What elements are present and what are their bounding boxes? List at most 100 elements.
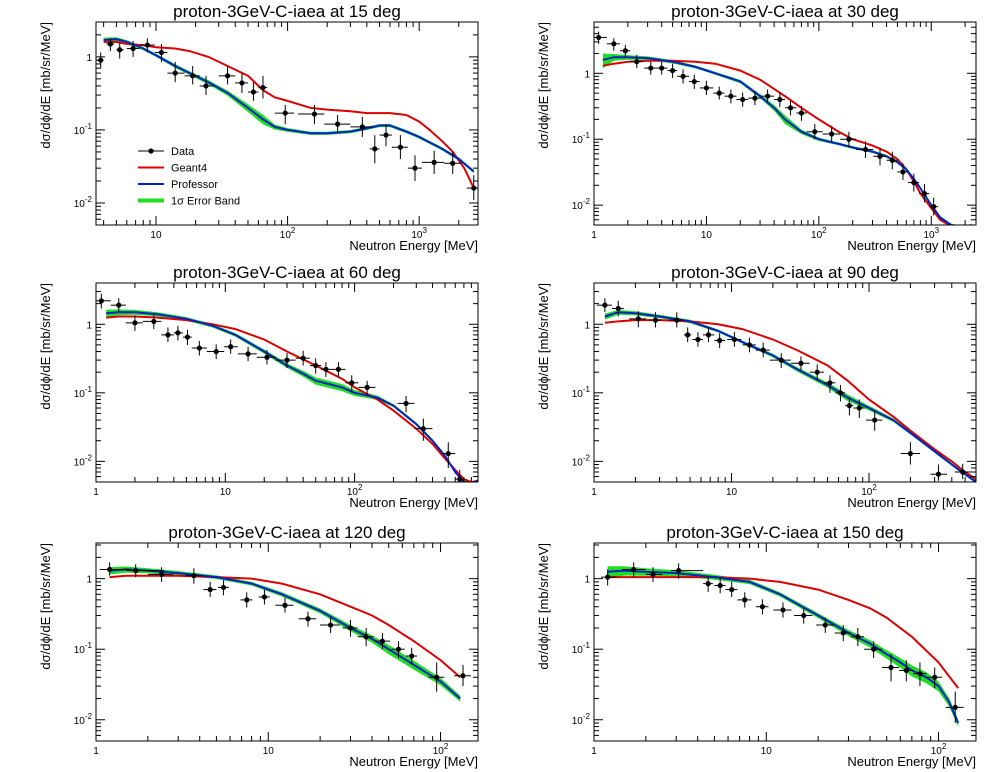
data-point bbox=[796, 105, 807, 121]
error-band-series bbox=[602, 53, 972, 225]
data-point-marker bbox=[300, 355, 306, 361]
data-point bbox=[742, 337, 756, 353]
x-tick-label: 10 bbox=[263, 746, 275, 757]
data-point-marker bbox=[305, 616, 311, 622]
tick-label-base: 10 bbox=[861, 487, 873, 498]
tick-label-exponent: 3 bbox=[422, 226, 427, 235]
data-point bbox=[886, 151, 898, 170]
tick-label-base: 1 bbox=[86, 320, 92, 331]
data-point-marker bbox=[814, 369, 820, 375]
data-point-marker bbox=[158, 49, 165, 56]
chart-title: proton-3GeV-C-iaea at 60 deg bbox=[173, 263, 401, 282]
y-tick-label: 10-1 bbox=[572, 641, 591, 656]
data-point bbox=[703, 575, 713, 592]
data-point bbox=[629, 311, 647, 328]
data-point bbox=[809, 364, 824, 381]
x-axis-label: Neutron Energy [MeV] bbox=[349, 754, 478, 769]
data-point-marker bbox=[117, 47, 123, 53]
tick-label-base: 10 bbox=[761, 746, 773, 757]
y-tick-label: 1 bbox=[584, 320, 590, 331]
data-point-marker bbox=[659, 65, 665, 71]
data-point-marker bbox=[311, 111, 318, 117]
geant4-series-line bbox=[602, 59, 972, 225]
data-point-marker bbox=[728, 93, 734, 99]
data-point-marker bbox=[184, 334, 191, 340]
data-point bbox=[755, 599, 769, 615]
data-point bbox=[298, 611, 317, 627]
data-point bbox=[822, 125, 841, 143]
data-point-marker bbox=[313, 362, 319, 369]
data-point-marker bbox=[764, 93, 771, 99]
data-point-marker bbox=[220, 584, 227, 591]
data-point-marker bbox=[685, 332, 691, 338]
data-point bbox=[677, 69, 690, 84]
data-point bbox=[845, 396, 854, 416]
data-point-marker bbox=[760, 347, 766, 353]
x-axis-label: Neutron Energy [MeV] bbox=[847, 495, 976, 510]
data-point bbox=[258, 589, 270, 605]
tick-label-base: 10 bbox=[572, 201, 584, 212]
data-point-marker bbox=[372, 146, 378, 152]
data-point-marker bbox=[703, 85, 710, 91]
tick-label-base: 10 bbox=[74, 126, 86, 137]
tick-label-exponent: -1 bbox=[85, 641, 93, 650]
professor-series-line bbox=[602, 56, 972, 225]
plot-frame bbox=[95, 21, 479, 226]
data-point-marker bbox=[742, 597, 748, 603]
tick-label-base: 10 bbox=[433, 746, 445, 757]
x-tick-label: 1 bbox=[591, 487, 597, 498]
data-point-marker bbox=[363, 634, 369, 640]
data-point-marker bbox=[412, 165, 418, 171]
data-point bbox=[275, 353, 296, 369]
data-point-marker bbox=[746, 342, 753, 348]
data-point-marker bbox=[144, 42, 150, 48]
geant4-series-line bbox=[103, 40, 475, 189]
y-axis-label: dσ/dϕ/dE [mb/sr/MeV] bbox=[536, 543, 551, 670]
data-point-marker bbox=[669, 67, 676, 74]
data-point-marker bbox=[213, 348, 219, 355]
y-tick-label: 1 bbox=[584, 69, 590, 80]
y-axis-label: dσ/dϕ/dE [mb/sr/MeV] bbox=[536, 283, 551, 410]
data-point-marker bbox=[611, 41, 617, 47]
data-point-marker bbox=[674, 317, 680, 323]
data-point-marker bbox=[403, 400, 409, 407]
data-point bbox=[218, 65, 236, 85]
data-point bbox=[173, 325, 183, 341]
tick-label-base: 10 bbox=[572, 389, 584, 400]
data-point-marker bbox=[605, 574, 611, 580]
chart-title: proton-3GeV-C-iaea at 15 deg bbox=[173, 2, 401, 21]
data-point-marker bbox=[190, 73, 196, 79]
data-point bbox=[873, 147, 887, 166]
tick-label-base: 1 bbox=[591, 746, 597, 757]
data-point bbox=[185, 568, 202, 584]
data-point-marker bbox=[648, 65, 654, 71]
data-point bbox=[331, 362, 346, 378]
data-point-marker bbox=[801, 612, 807, 619]
data-point-marker bbox=[323, 366, 329, 372]
data-point bbox=[217, 580, 229, 596]
x-axis-label: Neutron Energy [MeV] bbox=[847, 238, 976, 253]
data-point-marker bbox=[409, 653, 415, 659]
data-point bbox=[258, 75, 268, 99]
data-point-marker bbox=[877, 153, 883, 159]
data-point-marker bbox=[284, 357, 290, 363]
data-point-marker bbox=[165, 332, 171, 338]
data-point-marker bbox=[264, 354, 270, 360]
data-point-marker bbox=[471, 185, 477, 191]
data-point-marker bbox=[952, 704, 958, 710]
data-point bbox=[835, 385, 846, 402]
tick-label-base: 10 bbox=[74, 389, 86, 400]
tick-label-base: 10 bbox=[74, 716, 86, 727]
tick-label-base: 1 bbox=[584, 320, 590, 331]
data-point-marker bbox=[631, 566, 637, 573]
data-point-marker bbox=[203, 83, 209, 89]
error-band-series bbox=[106, 309, 478, 482]
plot-area bbox=[601, 562, 964, 727]
tick-label-exponent: -1 bbox=[583, 385, 591, 394]
x-axis: 1 10 102 bbox=[591, 283, 977, 498]
data-point-marker bbox=[652, 317, 659, 323]
tick-label-base: 1 bbox=[584, 69, 590, 80]
data-point-marker bbox=[133, 568, 139, 574]
data-point bbox=[912, 662, 927, 687]
